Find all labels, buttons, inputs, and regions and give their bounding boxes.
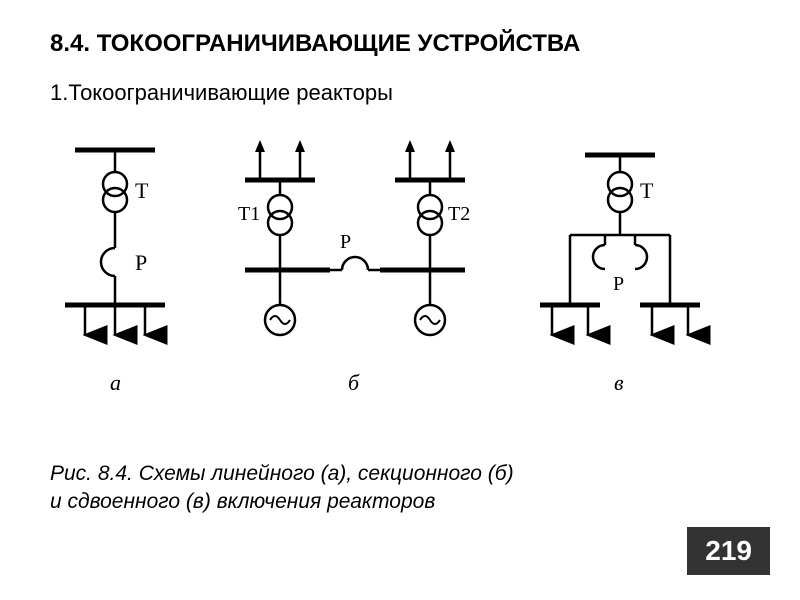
figure-caption: Рис. 8.4. Схемы линейного (а), секционно…: [50, 460, 750, 517]
page-number-badge: 219: [687, 527, 770, 575]
section-subtitle: 1.Токоограничивающие реакторы: [50, 80, 393, 106]
caption-line1: Рис. 8.4. Схемы линейного (а), секционно…: [50, 462, 514, 485]
label-P-a: Р: [135, 250, 147, 275]
label-P-v: Р: [613, 273, 624, 295]
label-T2: Т2: [448, 203, 470, 225]
reactor-diagram: Т Р а: [40, 130, 740, 415]
label-T-a: Т: [135, 178, 149, 203]
scheme-b: Т1 Т2 Р: [238, 140, 470, 395]
sublabel-a: а: [110, 370, 121, 395]
label-T1: Т1: [238, 203, 260, 225]
sublabel-v: в: [614, 370, 624, 395]
scheme-v: Т Р в: [540, 155, 700, 395]
reactor-svg: Т Р а: [40, 130, 740, 415]
label-T-v: Т: [640, 178, 654, 203]
section-title: 8.4. ТОКООГРАНИЧИВАЮЩИЕ УСТРОЙСТВА: [50, 30, 580, 58]
sublabel-b: б: [348, 370, 360, 395]
scheme-a: Т Р а: [65, 150, 165, 395]
caption-line2: и сдвоенного (в) включения реакторов: [50, 490, 435, 513]
label-P-b: Р: [340, 231, 351, 253]
